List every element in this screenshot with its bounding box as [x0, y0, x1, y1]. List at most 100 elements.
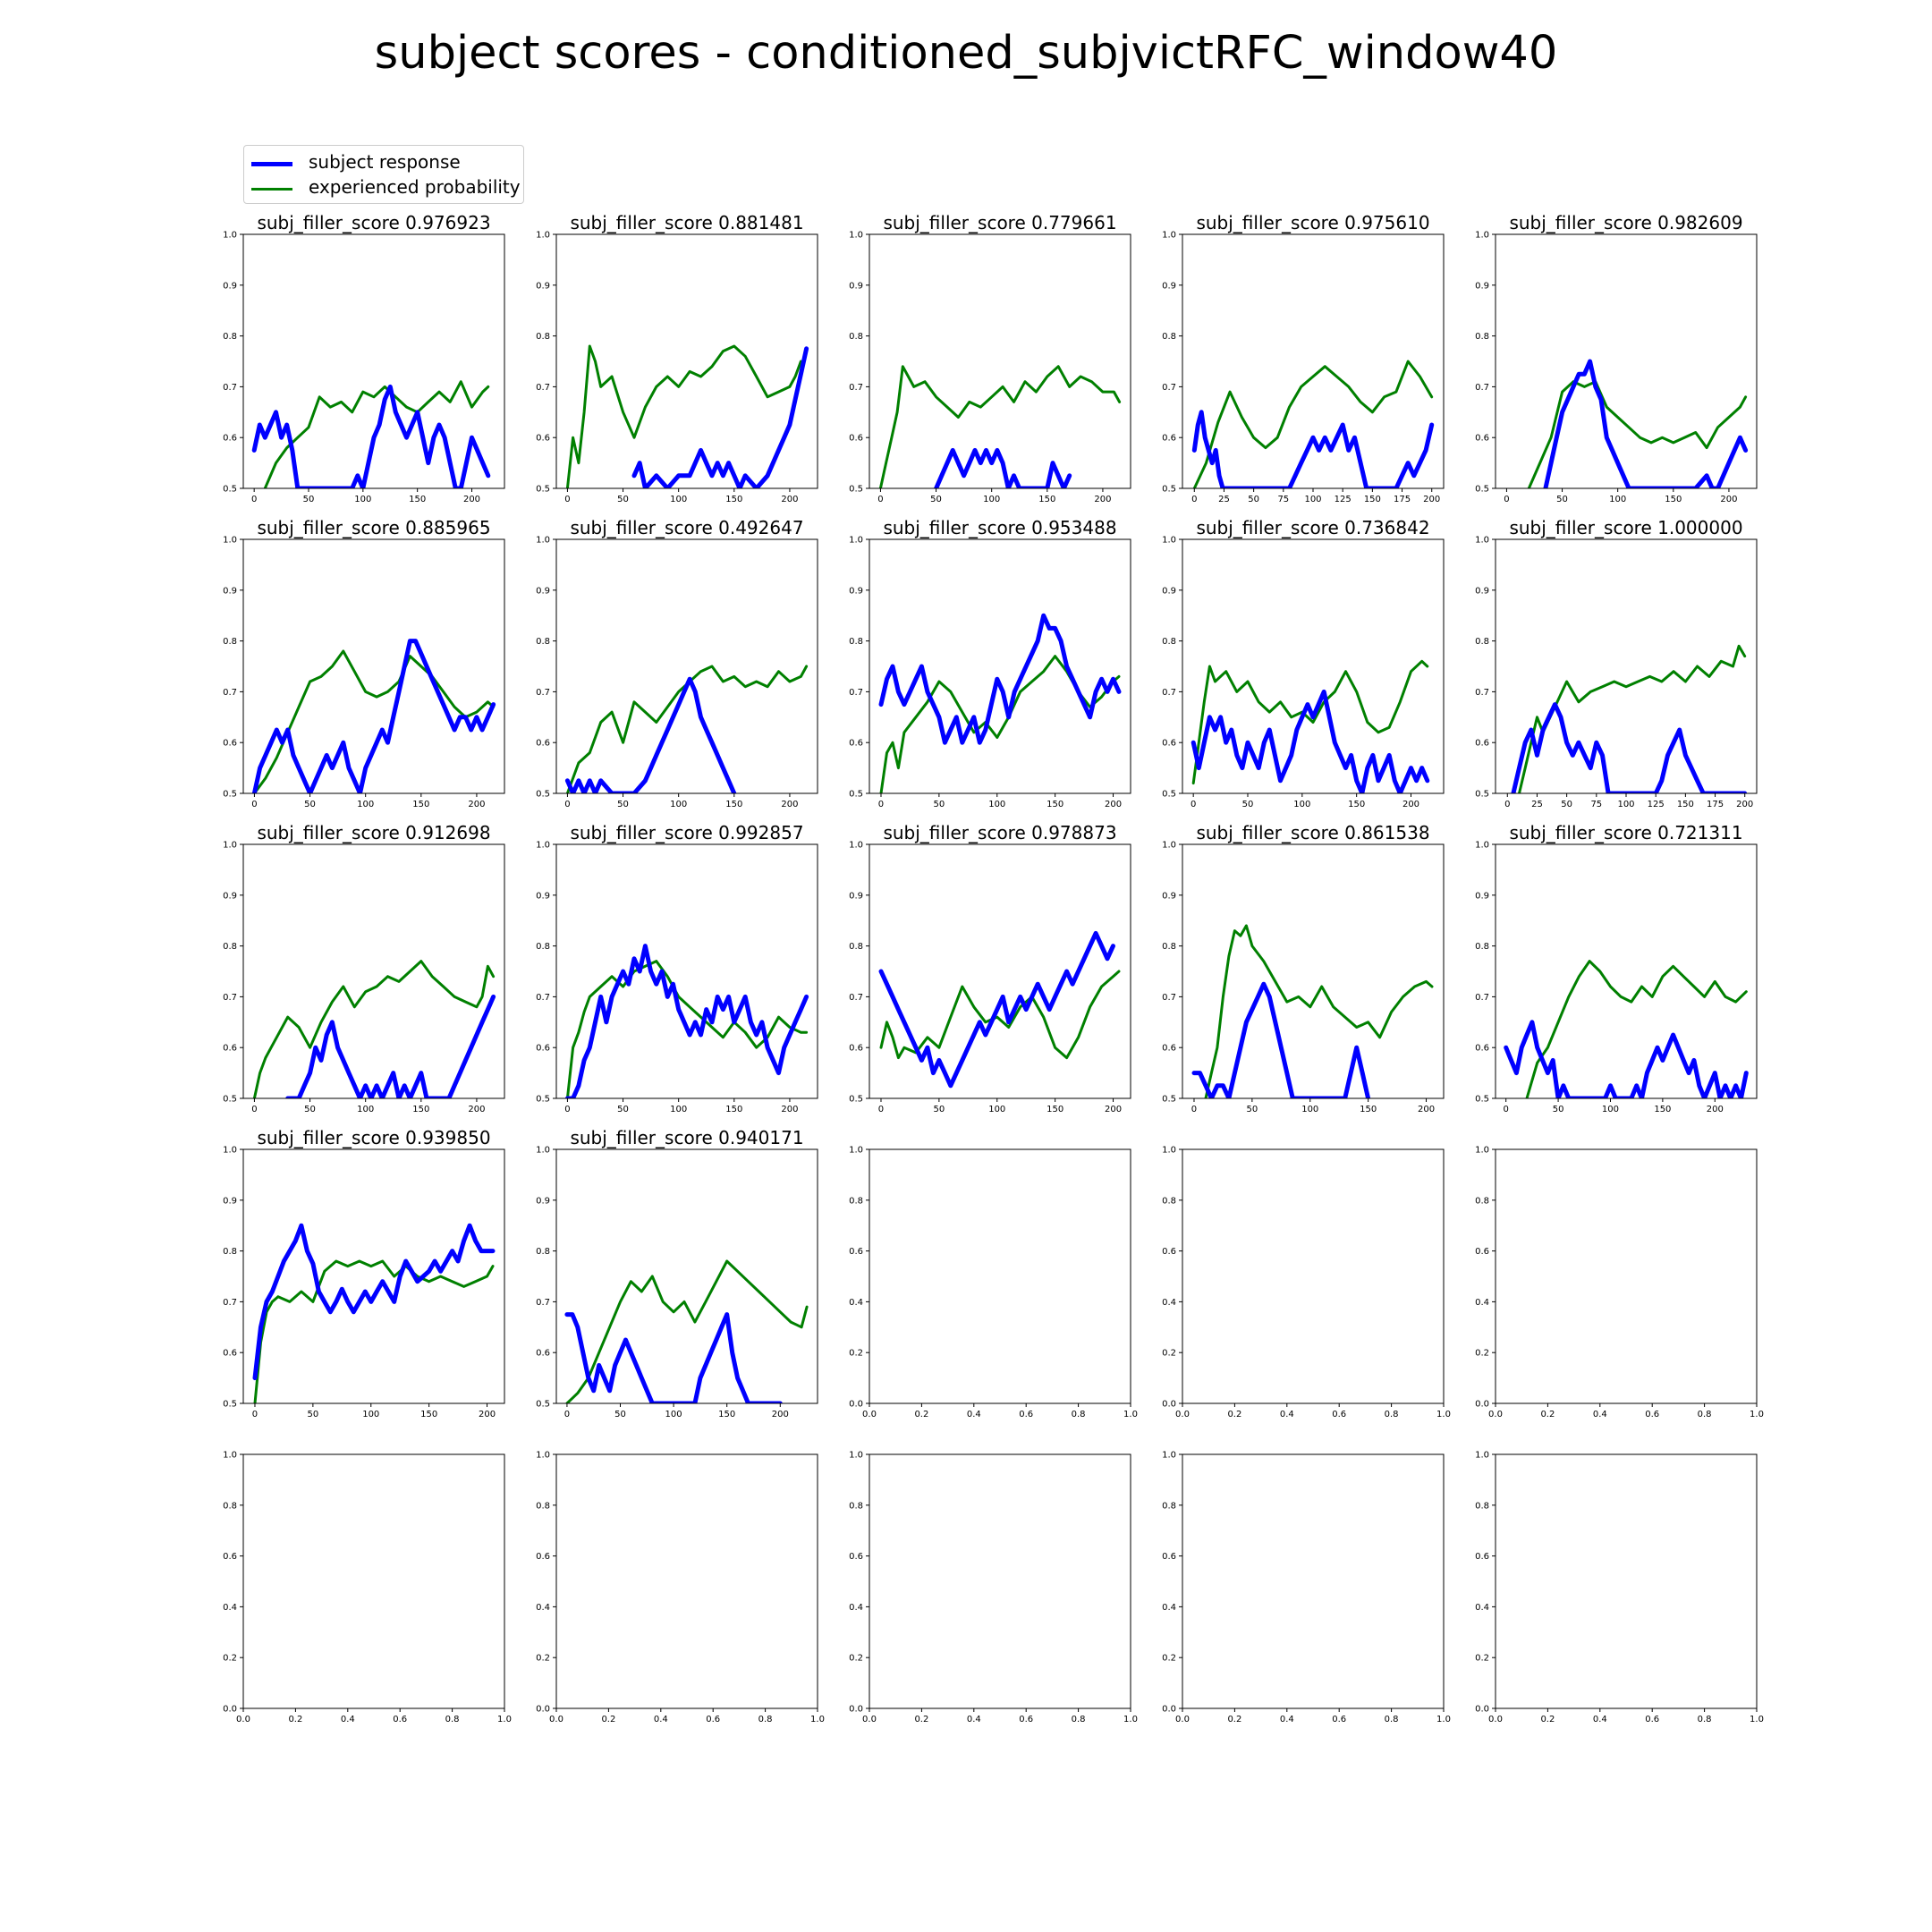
- x-tick-label: 0.6: [706, 1715, 720, 1724]
- series-experienced-probability: [252, 960, 496, 1098]
- y-tick-label: 0.7: [849, 383, 863, 393]
- subplot-7: 0 50 100 150 200 0.5 0.6 0.7 0.8 0.9 1.0 subj_fille…: [536, 517, 818, 809]
- y-tick-label: 0.7: [223, 1298, 237, 1308]
- x-tick-label: 125: [1335, 495, 1352, 504]
- y-tick-label: 0.8: [536, 1501, 550, 1511]
- y-tick-label: 0.8: [1162, 942, 1176, 952]
- x-tick-label: 0.6: [1645, 1715, 1659, 1724]
- y-tick-label: 0.8: [1475, 1196, 1489, 1206]
- series-subject-response: [1511, 702, 1748, 793]
- y-tick-label: 0.6: [1475, 1044, 1489, 1054]
- x-tick-label: 1.0: [1750, 1715, 1764, 1724]
- y-tick-label: 0.5: [223, 1400, 237, 1410]
- x-tick-label: 0.0: [1488, 1715, 1503, 1724]
- subplot-title: subj_filler_score 0.736842: [1196, 517, 1429, 538]
- y-tick-label: 1.0: [1475, 841, 1489, 851]
- y-tick-label: 0.0: [223, 1705, 237, 1715]
- y-tick-label: 0.6: [536, 1044, 550, 1054]
- subplot-9: 0 50 100 150 200 0.5 0.6 0.7 0.8 0.9 1.0 subj_fille…: [1162, 517, 1445, 809]
- series-experienced-probability: [565, 1259, 809, 1403]
- y-tick-label: 0.8: [536, 942, 550, 952]
- x-tick-label: 150: [1654, 1105, 1671, 1114]
- y-tick-label: 1.0: [849, 1451, 863, 1461]
- y-tick-label: 0.6: [1162, 434, 1176, 444]
- legend-swatch-subject-response: [251, 162, 292, 166]
- x-tick-label: 0: [1191, 1105, 1197, 1114]
- legend-item-subject-response: subject response: [251, 151, 520, 176]
- x-tick-label: 0.0: [1175, 1715, 1190, 1724]
- y-tick-label: 0.9: [536, 281, 550, 291]
- y-tick-label: 1.0: [223, 536, 237, 546]
- x-tick-label: 200: [468, 1105, 485, 1114]
- legend-label-experienced-probability: experienced probability: [309, 176, 521, 198]
- x-tick-label: 0.0: [862, 1410, 877, 1419]
- y-tick-label: 0.5: [1162, 485, 1176, 495]
- y-tick-label: 0.2: [849, 1349, 863, 1359]
- x-tick-label: 175: [1394, 495, 1411, 504]
- y-tick-label: 0.6: [849, 739, 863, 749]
- y-tick-label: 0.6: [223, 739, 237, 749]
- x-tick-label: 0.8: [1385, 1410, 1399, 1419]
- y-tick-label: 1.0: [536, 1451, 550, 1461]
- y-tick-label: 0.5: [1475, 790, 1489, 800]
- x-tick-label: 200: [468, 800, 485, 809]
- x-tick-label: 100: [670, 1105, 687, 1114]
- series-subject-response: [564, 676, 737, 793]
- x-tick-label: 0.6: [393, 1715, 407, 1724]
- subplot-18: 0.0 0.2 0.4 0.6 0.8 1.0 0.0 0.2 0.4 0.6 0.8 1.0: [849, 1146, 1138, 1420]
- y-tick-label: 0.5: [1162, 790, 1176, 800]
- y-tick-label: 0.5: [849, 790, 863, 800]
- y-tick-label: 1.0: [849, 231, 863, 241]
- series-experienced-probability: [878, 365, 1122, 488]
- y-tick-label: 0.8: [1475, 332, 1489, 342]
- x-tick-label: 50: [614, 1410, 626, 1419]
- y-tick-label: 0.6: [849, 1044, 863, 1054]
- x-tick-label: 50: [1556, 495, 1568, 504]
- y-tick-label: 1.0: [1475, 231, 1489, 241]
- y-tick-label: 0.5: [1475, 1095, 1489, 1105]
- x-tick-label: 50: [933, 1105, 945, 1114]
- x-tick-label: 200: [1105, 1105, 1122, 1114]
- subplot-1: 0 50 100 150 200 0.5 0.6 0.7 0.8 0.9 1.0 subj_fille…: [223, 212, 505, 504]
- y-tick-label: 0.6: [1475, 1552, 1489, 1562]
- y-tick-label: 0.8: [1162, 1501, 1176, 1511]
- x-tick-label: 100: [1617, 800, 1634, 809]
- y-tick-label: 0.5: [223, 485, 237, 495]
- y-tick-label: 0.6: [223, 1552, 237, 1562]
- x-tick-label: 1.0: [1123, 1410, 1138, 1419]
- subplot-4: 0 25 50 75 100 125 150 175 200 0.5 0.6 0.7 0.8 0.9 1.0…: [1162, 212, 1445, 504]
- subplot-10: 0 25 50 75 100 125 150 175 200 0.5 0.6 0.7 0.8 0.9 1.0…: [1475, 517, 1758, 809]
- x-tick-label: 150: [1038, 495, 1055, 504]
- x-tick-label: 0.6: [1019, 1410, 1033, 1419]
- axes-frame: [1495, 843, 1758, 1099]
- series-group: [564, 665, 809, 793]
- series-group: [564, 1259, 809, 1403]
- y-tick-label: 0.9: [536, 891, 550, 901]
- x-tick-label: 100: [357, 1105, 374, 1114]
- y-tick-label: 0.7: [223, 688, 237, 698]
- y-tick-label: 0.6: [536, 1552, 550, 1562]
- axes-frame: [1495, 233, 1758, 489]
- axes-frame: [869, 233, 1131, 489]
- y-tick-label: 0.0: [849, 1705, 863, 1715]
- y-tick-label: 1.0: [223, 841, 237, 851]
- x-tick-label: 1.0: [497, 1715, 512, 1724]
- axes-frame: [1182, 233, 1445, 489]
- x-tick-label: 150: [1046, 800, 1063, 809]
- y-tick-label: 0.0: [1475, 1705, 1489, 1715]
- x-tick-label: 0.4: [341, 1715, 355, 1724]
- y-tick-label: 0.8: [536, 1247, 550, 1257]
- y-tick-label: 1.0: [536, 231, 550, 241]
- y-tick-label: 0.7: [536, 1298, 550, 1308]
- x-tick-label: 0.8: [1072, 1410, 1086, 1419]
- x-tick-label: 50: [1246, 1105, 1258, 1114]
- y-tick-label: 0.6: [223, 1349, 237, 1359]
- x-tick-label: 0.2: [1227, 1410, 1241, 1419]
- x-tick-label: 0: [252, 1410, 258, 1419]
- y-tick-label: 1.0: [849, 536, 863, 546]
- y-tick-label: 0.5: [536, 1400, 550, 1410]
- x-tick-label: 100: [362, 1410, 379, 1419]
- x-tick-label: 200: [1105, 800, 1122, 809]
- subplot-25: 0.0 0.2 0.4 0.6 0.8 1.0 0.0 0.2 0.4 0.6 0.8 1.0: [1475, 1451, 1764, 1725]
